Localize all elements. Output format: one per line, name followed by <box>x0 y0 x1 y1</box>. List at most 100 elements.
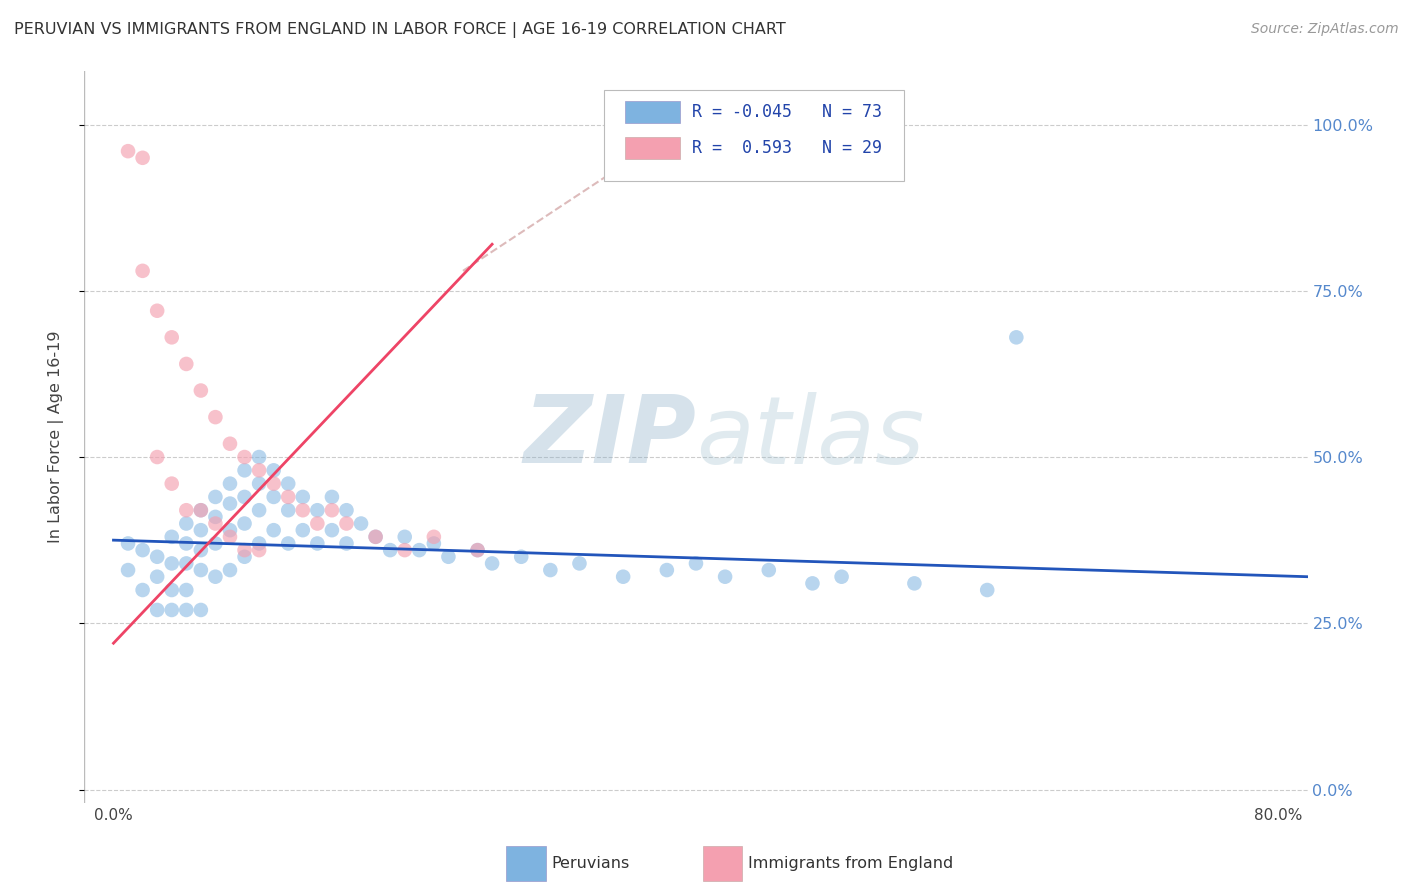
Point <box>233 490 256 504</box>
Point <box>467 543 489 558</box>
Text: R =  0.593   N = 29: R = 0.593 N = 29 <box>692 139 883 157</box>
Point <box>219 436 242 450</box>
Point <box>233 543 256 558</box>
Point <box>423 530 446 544</box>
Point <box>976 582 998 597</box>
Point <box>204 536 226 550</box>
Text: R = -0.045   N = 73: R = -0.045 N = 73 <box>692 103 883 120</box>
Point <box>247 450 270 464</box>
Point <box>364 530 387 544</box>
Point <box>204 490 226 504</box>
Point <box>146 603 169 617</box>
Point <box>335 516 357 531</box>
Point <box>685 557 707 571</box>
Point <box>291 503 314 517</box>
Point <box>655 563 678 577</box>
Point <box>117 563 139 577</box>
Point <box>174 503 197 517</box>
Point <box>307 503 329 517</box>
Point <box>233 450 256 464</box>
Point <box>160 476 183 491</box>
Point <box>247 503 270 517</box>
Point <box>831 570 853 584</box>
Point <box>204 410 226 425</box>
Point <box>423 536 446 550</box>
Point <box>190 603 212 617</box>
Point <box>174 357 197 371</box>
Point <box>350 516 373 531</box>
Y-axis label: In Labor Force | Age 16-19: In Labor Force | Age 16-19 <box>48 331 63 543</box>
FancyBboxPatch shape <box>626 101 681 122</box>
Point <box>335 503 357 517</box>
Point <box>160 530 183 544</box>
Point <box>190 563 212 577</box>
Point <box>219 530 242 544</box>
Point <box>335 536 357 550</box>
FancyBboxPatch shape <box>605 90 904 181</box>
Point <box>190 523 212 537</box>
Point <box>538 563 561 577</box>
Point <box>190 384 212 398</box>
Point <box>612 570 634 584</box>
Point <box>801 576 824 591</box>
Point <box>174 557 197 571</box>
Point <box>160 582 183 597</box>
Point <box>190 503 212 517</box>
Point <box>321 503 343 517</box>
Point <box>263 476 285 491</box>
Point <box>568 557 591 571</box>
Point <box>219 497 242 511</box>
FancyBboxPatch shape <box>626 137 681 159</box>
Point <box>247 476 270 491</box>
Point <box>307 536 329 550</box>
Point <box>117 536 139 550</box>
Point <box>263 463 285 477</box>
Point <box>131 582 153 597</box>
Point <box>146 303 169 318</box>
Point <box>481 557 503 571</box>
Point <box>247 463 270 477</box>
Point <box>160 603 183 617</box>
Point <box>321 523 343 537</box>
Point <box>131 264 153 278</box>
Point <box>160 330 183 344</box>
Point <box>467 543 489 558</box>
Text: atlas: atlas <box>696 392 924 483</box>
Point <box>219 476 242 491</box>
Point <box>174 536 197 550</box>
Point <box>174 516 197 531</box>
Point <box>190 503 212 517</box>
Point <box>277 490 299 504</box>
Point <box>321 490 343 504</box>
Point <box>394 530 416 544</box>
Point <box>247 536 270 550</box>
Point <box>1005 330 1028 344</box>
Point <box>364 530 387 544</box>
Point <box>233 463 256 477</box>
Point <box>291 523 314 537</box>
Point <box>510 549 533 564</box>
Point <box>146 450 169 464</box>
Point <box>204 516 226 531</box>
Point <box>408 543 430 558</box>
Point <box>219 563 242 577</box>
Point <box>131 151 153 165</box>
Point <box>758 563 780 577</box>
Point <box>263 490 285 504</box>
Point <box>277 476 299 491</box>
Point <box>380 543 402 558</box>
Point <box>714 570 737 584</box>
Point <box>394 543 416 558</box>
Point <box>190 543 212 558</box>
Point <box>903 576 925 591</box>
Text: ZIP: ZIP <box>523 391 696 483</box>
Point <box>233 549 256 564</box>
Point <box>160 557 183 571</box>
Text: Peruvians: Peruvians <box>551 856 630 871</box>
Point <box>307 516 329 531</box>
Point <box>219 523 242 537</box>
Point <box>204 509 226 524</box>
Point <box>437 549 460 564</box>
Point <box>174 582 197 597</box>
Text: PERUVIAN VS IMMIGRANTS FROM ENGLAND IN LABOR FORCE | AGE 16-19 CORRELATION CHART: PERUVIAN VS IMMIGRANTS FROM ENGLAND IN L… <box>14 22 786 38</box>
